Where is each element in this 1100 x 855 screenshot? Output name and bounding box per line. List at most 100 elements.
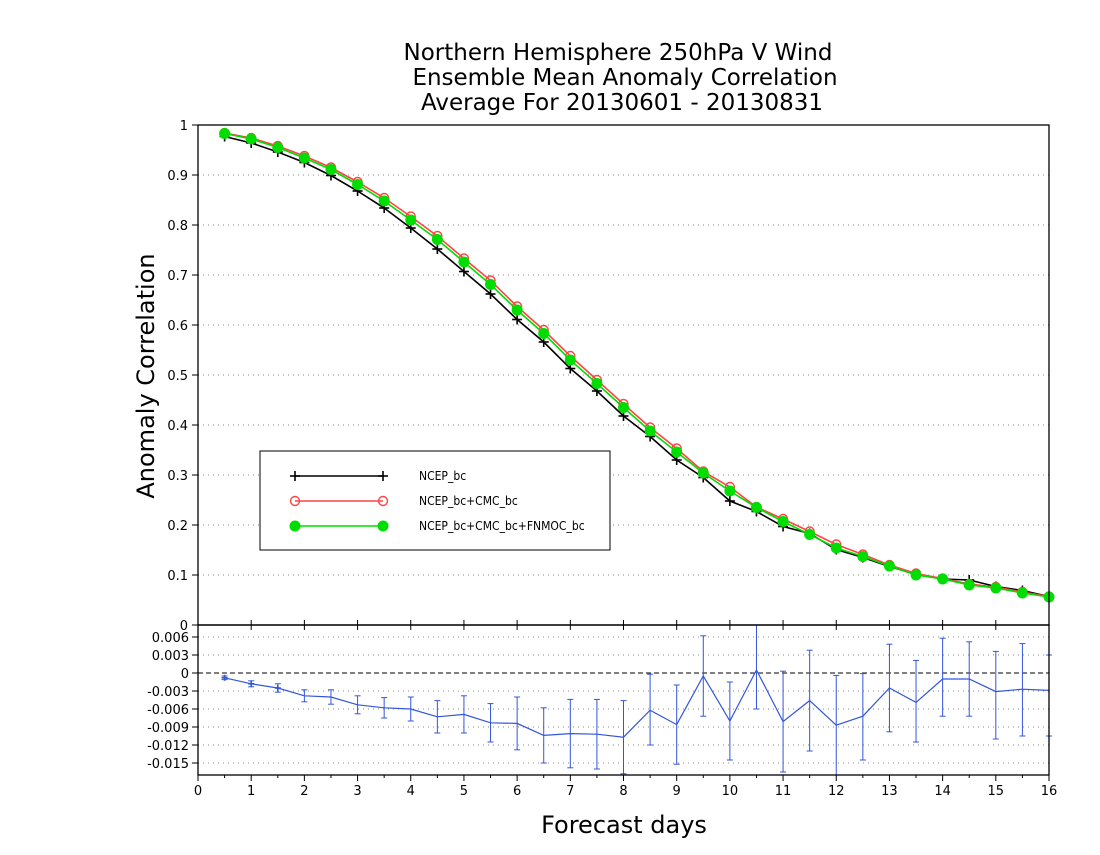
- filled-circle-marker: [485, 279, 497, 290]
- legend-label: NCEP_bc: [419, 469, 466, 483]
- plus-marker: [485, 289, 496, 299]
- y-tick-label: 0.1: [167, 569, 188, 584]
- legend-label: NCEP_bc+CMC_bc: [419, 494, 518, 508]
- plus-marker: [221, 674, 228, 681]
- x-tick-label: 10: [722, 784, 739, 799]
- y-tick-label: 0.2: [167, 519, 188, 534]
- x-tick-label: 15: [988, 784, 1005, 799]
- filled-circle-marker: [511, 304, 523, 316]
- bottom-y-axis: 0.006 0.003 0 -0.003 -0.006 -0.009 -0.012 -0.01…: [147, 631, 198, 772]
- filled-circle-marker: [777, 516, 789, 527]
- filled-circle-marker: [405, 214, 417, 226]
- y-tick-label: -0.012: [147, 739, 189, 754]
- x-tick-label: 13: [881, 784, 898, 799]
- plus-marker: [724, 496, 735, 506]
- plus-marker: [378, 471, 388, 481]
- x-tick-label: 16: [1041, 784, 1058, 799]
- difference-line: [224, 668, 1050, 738]
- filled-circle-marker: [564, 354, 576, 366]
- y-tick-label: 0.5: [167, 369, 188, 384]
- y-tick-label: 0: [180, 619, 188, 634]
- filled-circle-marker: [352, 179, 364, 190]
- series-NCEP_bc+CMC_bc+FNMOC_bc: [219, 128, 1055, 603]
- x-tick-label: 9: [673, 784, 681, 799]
- open-circle-marker: [377, 495, 389, 507]
- y-tick-label: 0.006: [152, 631, 189, 646]
- filled-circle-marker: [857, 551, 869, 562]
- y-tick-label: -0.009: [147, 721, 189, 736]
- plus-marker: [432, 244, 443, 254]
- y-axis-title: Anomaly Correlation: [132, 253, 160, 498]
- filled-circle-marker: [377, 520, 389, 532]
- filled-circle-marker: [671, 446, 683, 458]
- series-layer: [219, 127, 1055, 603]
- filled-circle-marker: [750, 502, 762, 513]
- filled-circle-marker: [883, 560, 895, 572]
- filled-circle-marker: [591, 378, 603, 389]
- filled-circle-marker: [378, 195, 390, 207]
- x-tick-label: 7: [566, 784, 574, 799]
- x-tick-label: 12: [828, 784, 845, 799]
- title-line-2: Ensemble Mean Anomaly Correlation: [412, 65, 837, 91]
- filled-circle-marker: [830, 542, 842, 554]
- x-axis: 0 1 2 3 4 5 6 7 8 9 10 11 12 13 14 15 16: [194, 620, 1057, 799]
- chart-title: Northern Hemisphere 250hPa V Wind Ensemb…: [404, 40, 838, 116]
- filled-circle-marker: [937, 573, 949, 585]
- filled-circle-marker: [990, 582, 1002, 594]
- plus-marker: [458, 266, 469, 277]
- x-tick-label: 6: [513, 784, 521, 799]
- title-line-3: Average For 20130601 - 20130831: [421, 90, 823, 116]
- y-tick-label: 0: [181, 667, 189, 682]
- top-panel-grid: [198, 174, 1049, 576]
- filled-circle-marker: [431, 234, 443, 245]
- filled-circle-marker: [1016, 587, 1028, 599]
- filled-circle-marker: [272, 142, 284, 153]
- filled-circle-marker: [289, 520, 301, 532]
- plus-marker: [512, 314, 523, 325]
- x-tick-label: 4: [407, 784, 415, 799]
- legend-item: NCEP_bc+CMC_bc: [289, 494, 518, 508]
- filled-circle-marker: [298, 152, 310, 164]
- legend-label: NCEP_bc+CMC_bc+FNMOC_bc: [419, 519, 585, 533]
- open-circle-marker: [289, 495, 301, 507]
- y-tick-label: -0.003: [147, 685, 189, 700]
- filled-circle-marker: [325, 164, 337, 175]
- y-tick-label: 0.4: [167, 419, 188, 434]
- y-tick-label: 1: [180, 119, 188, 134]
- title-line-1: Northern Hemisphere 250hPa V Wind: [404, 40, 833, 66]
- filled-circle-marker: [697, 467, 709, 479]
- x-tick-label: 0: [194, 784, 202, 799]
- difference-layer: [221, 624, 1052, 776]
- filled-circle-marker: [804, 529, 816, 540]
- y-tick-label: 0.003: [152, 649, 189, 664]
- x-axis-title: Forecast days: [541, 811, 707, 839]
- legend-item: NCEP_bc+CMC_bc+FNMOC_bc: [289, 519, 585, 533]
- legend-item: NCEP_bc: [290, 469, 466, 483]
- x-tick-label: 1: [247, 784, 255, 799]
- filled-circle-marker: [644, 425, 656, 437]
- y-tick-label: 0.6: [167, 319, 188, 334]
- y-tick-label: 0.7: [167, 269, 188, 284]
- filled-circle-marker: [219, 128, 231, 139]
- x-tick-label: 11: [775, 784, 792, 799]
- y-tick-label: 0.8: [167, 219, 188, 234]
- x-tick-label: 3: [353, 784, 361, 799]
- filled-circle-marker: [910, 569, 922, 581]
- x-tick-label: 14: [934, 784, 951, 799]
- x-tick-label: 5: [460, 784, 468, 799]
- filled-circle-marker: [724, 485, 736, 497]
- plus-marker: [248, 680, 255, 687]
- filled-circle-marker: [538, 328, 550, 339]
- filled-circle-marker: [245, 133, 257, 145]
- filled-circle-marker: [963, 579, 975, 591]
- x-tick-label: 2: [300, 784, 308, 799]
- filled-circle-marker: [618, 402, 629, 413]
- x-tick-label: 8: [619, 784, 627, 799]
- filled-circle-marker: [458, 256, 470, 268]
- y-tick-label: 0.3: [167, 469, 188, 484]
- plus-marker: [290, 471, 300, 481]
- y-tick-label: -0.006: [147, 703, 189, 718]
- top-y-axis: 0 0.1 0.2 0.3 0.4 0.5 0.6 0.7 0.8 0.9 1: [167, 119, 198, 634]
